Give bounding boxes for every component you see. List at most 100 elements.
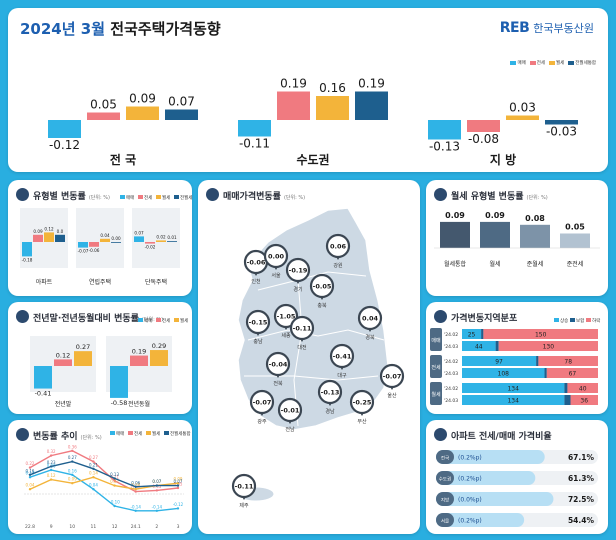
- ratio-row-tag: [436, 471, 454, 485]
- trend-point: [134, 509, 137, 512]
- wolse-type-bar-chart: 0.09 월세통합 0.09 월세 0.08 준월세 0.05 준전세: [434, 211, 600, 268]
- trend-value-label: 0.04: [131, 483, 140, 488]
- map-region-name: 광주: [257, 418, 267, 425]
- dist-bar-segment: [483, 329, 598, 339]
- type-bar: [167, 241, 177, 242]
- summary-category-label: 수도권: [296, 153, 329, 167]
- trend-value-label: 0.13: [110, 472, 119, 477]
- map-pin-value: -0.01: [281, 407, 300, 415]
- dist-legend-label: 보합: [576, 317, 584, 324]
- trend-value-label: 0.09: [68, 477, 77, 482]
- map-pin: -0.25 부산: [349, 389, 375, 425]
- trend-point: [176, 482, 180, 485]
- trend-point: [134, 488, 137, 491]
- type-value-label: 0.00: [111, 236, 121, 241]
- map-pin-value: -0.11: [293, 325, 312, 333]
- ratio-bar-fill: [436, 513, 525, 527]
- type-value-label: -0.06: [89, 248, 100, 253]
- map-pin-circle: [357, 305, 383, 331]
- type-bar: [156, 240, 166, 242]
- trend-point: [113, 477, 116, 480]
- dist-bar-value: 36: [580, 398, 588, 405]
- type-bar: [55, 234, 65, 242]
- type-value-label: 0.04: [100, 233, 110, 238]
- dist-bar-segment: [481, 329, 484, 339]
- map-pin-value: -0.41: [333, 353, 352, 361]
- wolse-type-value-label: 0.09: [445, 211, 465, 220]
- type-value-label: 0.02: [156, 234, 166, 239]
- type-category-label: 연립주택: [89, 278, 111, 286]
- legend-swatch: [110, 431, 115, 435]
- yoy-bar: [130, 355, 148, 366]
- trend-value-label: 0.23: [47, 460, 56, 465]
- map-pin-value: -0.15: [249, 319, 268, 327]
- summary-value-label: -0.03: [546, 125, 577, 139]
- map-pin: -0.07 울산: [379, 363, 405, 399]
- trend-point: [49, 454, 53, 457]
- trend-value-label: -0.14: [131, 504, 142, 509]
- trend-x-tick: 24.1: [131, 524, 141, 530]
- summary-bar: [126, 106, 159, 120]
- summary-bar: [87, 112, 120, 120]
- legend-label: 매매: [144, 317, 152, 324]
- dist-bar-value: 44: [475, 344, 483, 351]
- legend-label: 월세: [152, 430, 160, 437]
- legend-label: 매매: [116, 430, 124, 437]
- type-value-label: -0.02: [145, 245, 156, 250]
- yoy-value-label: 0.29: [152, 342, 166, 350]
- map-pin: -0.11 대전: [289, 315, 315, 351]
- map-pin: -0.13 경남: [317, 379, 343, 415]
- trend-value-label: 0.21: [89, 462, 98, 467]
- map-pin-circle: [273, 303, 299, 329]
- summary-bar: [506, 115, 539, 120]
- summary-value-label: -0.12: [49, 138, 80, 152]
- map-region-name: 강원: [333, 262, 343, 269]
- legend-wolse: 월세: [549, 60, 564, 66]
- ratio-bar-fill: [436, 492, 554, 506]
- type-bar: [33, 234, 43, 242]
- map-pin-circle: [231, 473, 257, 499]
- dist-bar-value: 134: [507, 386, 519, 393]
- map-pin: 0.04 경북: [357, 305, 383, 341]
- trend-point: [49, 478, 53, 481]
- trend-point: [92, 476, 95, 479]
- type-group-bg: [76, 208, 124, 268]
- dist-bar-segment: [462, 368, 545, 378]
- dist-bar-value: 130: [543, 344, 555, 351]
- yoy-change-title: 전년말·전년동월대비 변동률 (단위: %): [33, 314, 164, 324]
- dist-bar-value: 108: [498, 371, 510, 378]
- trend-x-tick: 22.8: [25, 524, 35, 530]
- ratio-row-value: 72.5%: [568, 495, 595, 504]
- ratio-row-change: (0.2%p): [458, 455, 482, 462]
- trend-point: [134, 490, 137, 493]
- map-pin-value: -1.05: [277, 313, 296, 321]
- house-icon: [434, 428, 447, 441]
- yoy-value-label: -0.58: [111, 399, 128, 407]
- type-bar: [89, 242, 99, 247]
- map-region-name: 제주: [239, 502, 249, 509]
- dist-bar-value: 134: [507, 398, 519, 405]
- dist-period-label: '24.03: [444, 371, 458, 377]
- dist-group-name: 전세: [431, 364, 441, 371]
- trend-value-label: 0.09: [174, 477, 183, 482]
- wolse-type-bar: [480, 221, 510, 248]
- house-icon: [16, 428, 29, 441]
- wolse-type-category-label: 월세통합: [444, 260, 467, 268]
- legend-swatch: [156, 318, 161, 322]
- map-pin-circle: [317, 379, 343, 405]
- dist-bar-value: 67: [569, 371, 577, 378]
- yoy-category-label: 전년말: [55, 400, 72, 408]
- map-pin-value: -0.06: [247, 259, 266, 267]
- dist-legend-label: 하락: [592, 317, 600, 324]
- ratio-row-value: 54.4%: [568, 516, 595, 525]
- dist-period-label: '24.03: [444, 398, 458, 404]
- trend-title: 변동률 추이 (단위: %): [33, 432, 102, 442]
- legend-swatch: [174, 195, 179, 199]
- yoy-bar: [54, 359, 72, 366]
- dist-legend-label: 상승: [560, 317, 568, 324]
- wolse-type-bar: [440, 221, 470, 248]
- legend-label: 전세: [144, 194, 152, 201]
- house-icon: [16, 188, 29, 201]
- map-region-name: 대전: [297, 344, 307, 351]
- house-icon: [434, 188, 447, 201]
